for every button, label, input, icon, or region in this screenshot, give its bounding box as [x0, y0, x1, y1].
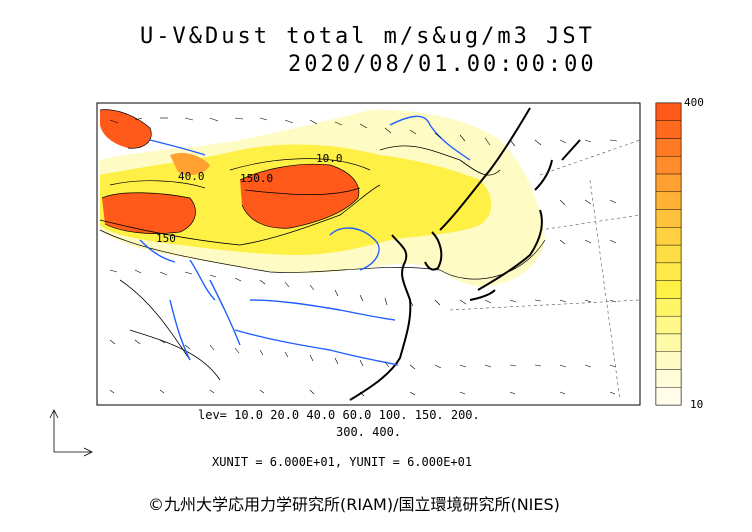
- dust-zone-high-center: [240, 164, 359, 229]
- graticule: [449, 139, 641, 401]
- colorbar-cell: [655, 333, 682, 352]
- chart-title: U-V&Dust total m/s&ug/m3 JST: [140, 24, 595, 49]
- contour-levels: lev= 10.0 20.0 40.0 60.0 100. 150. 200.: [198, 408, 480, 422]
- colorbar-min-label: 10: [690, 398, 704, 411]
- dust-zone-high-nw: [100, 109, 152, 149]
- colorbar-cell: [655, 102, 682, 121]
- rivers: [139, 115, 471, 366]
- vector-units: XUNIT = 6.000E+01, YUNIT = 6.000E+01: [212, 455, 473, 469]
- colorbar-cell: [655, 244, 682, 264]
- colorbar-max-label: 400: [684, 96, 704, 109]
- colorbar-cell: [655, 209, 682, 228]
- colorbar-cell: [655, 351, 682, 370]
- colorbar-cell: [655, 387, 682, 406]
- dust-zone-orange-band: [170, 153, 210, 176]
- contour-lines: [99, 109, 546, 280]
- chart-datetime: 2020/08/01.00:00:00: [288, 52, 597, 77]
- colorbar-cell: [655, 191, 682, 210]
- dust-plume: [100, 109, 545, 287]
- colorbar: [655, 102, 682, 406]
- unit-vector-legend: [49, 409, 93, 457]
- colorbar-cell: [655, 227, 682, 246]
- contour-label-1: 10.0: [316, 152, 343, 165]
- colorbar-cell: [655, 298, 682, 317]
- dust-zone-high-west: [102, 192, 196, 234]
- country-borders: [99, 145, 501, 381]
- contour-label-2: 40.0: [178, 170, 205, 183]
- colorbar-cell: [655, 138, 682, 157]
- copyright-credit: ©九州大学応用力学研究所(RIAM)/国立環境研究所(NIES): [148, 495, 560, 514]
- colorbar-cell: [655, 315, 682, 335]
- colorbar-cells: [655, 102, 682, 406]
- colorbar-cell: [655, 262, 682, 281]
- wind-vectors: [109, 117, 618, 397]
- contour-label-3: 150.0: [240, 172, 274, 185]
- colorbar-cell: [655, 280, 682, 299]
- colorbar-cell: [655, 156, 682, 175]
- colorbar-cell: [655, 120, 682, 139]
- colorbar-cell: [655, 173, 682, 193]
- colorbar-cell: [655, 369, 682, 388]
- contour-levels-cont: 300. 400.: [336, 425, 402, 439]
- contour-label-4: 150: [156, 232, 176, 245]
